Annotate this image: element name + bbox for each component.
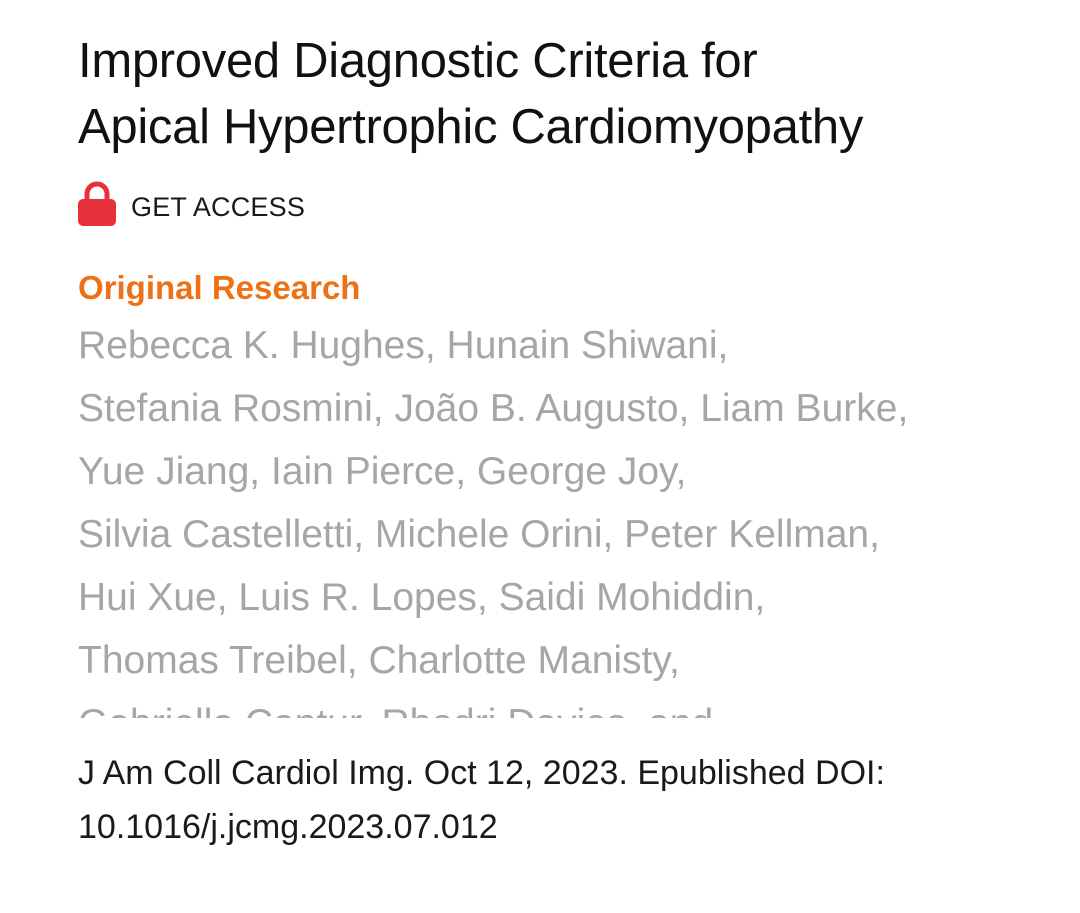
article-title-line: Apical Hypertrophic Cardiomyopathy bbox=[78, 100, 864, 154]
get-access-button[interactable]: GET ACCESS bbox=[78, 178, 1038, 228]
author-line: Thomas Treibel, Charlotte Manisty, bbox=[78, 639, 680, 682]
author-line: Silvia Castelletti, Michele Orini, Peter… bbox=[78, 513, 880, 556]
author-line: Rebecca K. Hughes, Hunain Shiwani, bbox=[78, 324, 729, 367]
article-category: Original Research bbox=[78, 269, 361, 306]
citation: J Am Coll Cardiol Img. Oct 12, 2023. Epu… bbox=[78, 746, 1038, 854]
author-line: Yue Jiang, Iain Pierce, George Joy, bbox=[78, 450, 687, 493]
author-line: Gabriella Captur, Rhodri Davies, and bbox=[78, 692, 1038, 718]
get-access-label: GET ACCESS bbox=[131, 191, 306, 222]
author-line: Hui Xue, Luis R. Lopes, Saidi Mohiddin, bbox=[78, 576, 766, 619]
lock-icon bbox=[78, 181, 116, 226]
author-list: Rebecca K. Hughes, Hunain Shiwani, Stefa… bbox=[78, 314, 1038, 718]
author-line: Stefania Rosmini, João B. Augusto, Liam … bbox=[78, 387, 909, 430]
article-card[interactable]: Improved Diagnostic Criteria for Apical … bbox=[78, 28, 1038, 854]
article-title-line: Improved Diagnostic Criteria for bbox=[78, 34, 758, 88]
article-title[interactable]: Improved Diagnostic Criteria for Apical … bbox=[78, 28, 1038, 160]
citation-line: 10.1016/j.jcmg.2023.07.012 bbox=[78, 808, 498, 846]
citation-line: J Am Coll Cardiol Img. Oct 12, 2023. Epu… bbox=[78, 754, 885, 792]
